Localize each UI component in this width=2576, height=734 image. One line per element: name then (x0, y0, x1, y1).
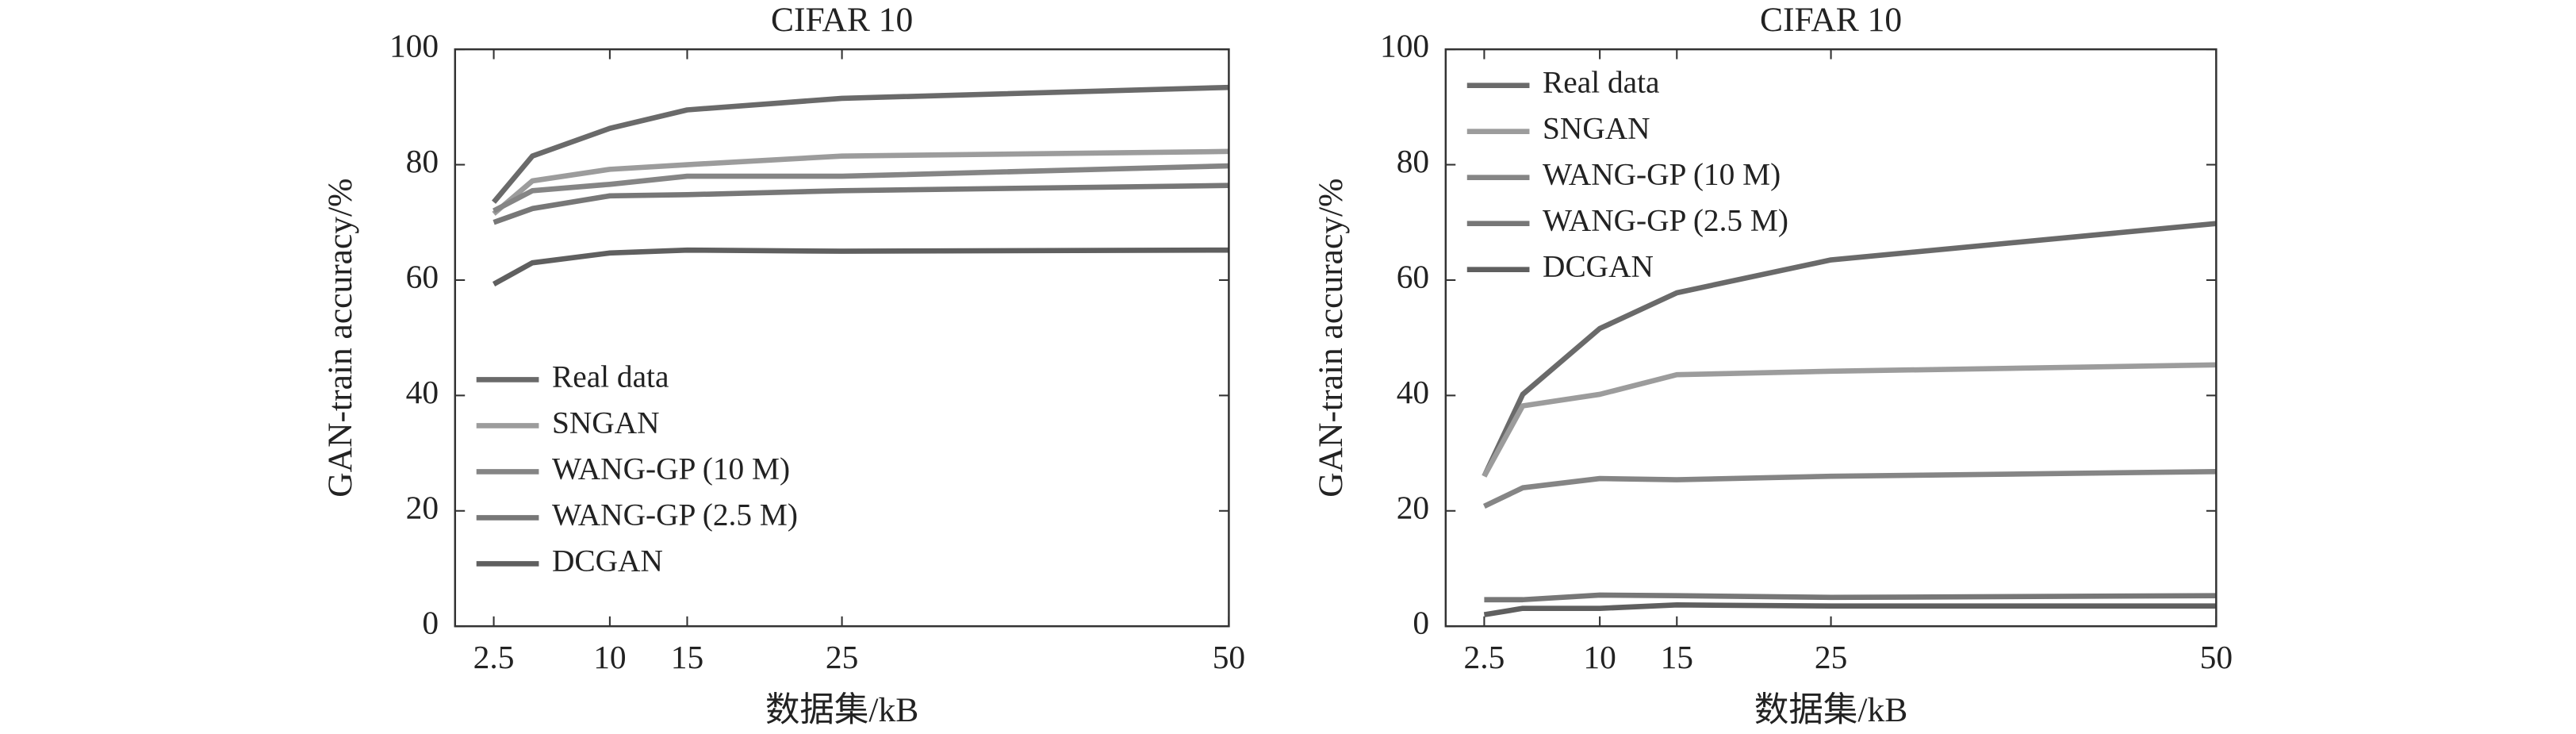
x-tick-label: 25 (826, 639, 858, 675)
x-tick-label: 50 (1213, 639, 1245, 675)
x-tick-label: 10 (1583, 639, 1616, 675)
y-tick-label: 60 (406, 258, 439, 294)
legend-label: WANG-GP (10 M) (1543, 157, 1781, 192)
y-axis-label: GAN-train accuracy/% (321, 179, 359, 498)
legend-label: DCGAN (1543, 249, 1654, 284)
series-line (1484, 592, 2217, 603)
x-axis-label: 数据集/kB (1754, 691, 1907, 729)
y-tick-label: 0 (1413, 605, 1429, 641)
x-axis-label: 数据集/kB (765, 691, 918, 729)
legend-label: Real data (552, 359, 669, 394)
y-tick-label: 40 (406, 374, 439, 410)
y-tick-label: 100 (1380, 28, 1429, 64)
legend-label: SNGAN (1543, 111, 1650, 146)
legend-label: WANG-GP (10 M) (552, 452, 790, 486)
y-tick-label: 20 (1397, 489, 1429, 525)
legend-label: SNGAN (552, 405, 660, 440)
y-tick-label: 40 (1397, 374, 1429, 410)
series-line (492, 148, 1229, 216)
series-line (493, 183, 1229, 225)
series-line (1482, 362, 2217, 478)
y-tick-label: 100 (389, 28, 439, 64)
plot-frame (1444, 48, 2218, 628)
y-tick-label: 60 (1397, 258, 1429, 294)
legend-label: Real data (1543, 65, 1659, 100)
x-tick-label: 15 (671, 639, 703, 675)
y-tick-label: 0 (422, 605, 439, 641)
series-line (1482, 221, 2217, 478)
chart-title: CIFAR 10 (1760, 1, 1902, 39)
y-tick-label: 80 (406, 143, 439, 179)
legend-label: WANG-GP (2.5 M) (552, 498, 798, 532)
chart-root: CIFAR 10 数据集/kB GAN-train accuracy/% 0 20 40 6… (321, 1, 2233, 729)
series-line (1482, 469, 2217, 509)
plot-frame (454, 48, 1230, 628)
x-tick-label: 10 (593, 639, 626, 675)
x-tick-label: 15 (1661, 639, 1693, 675)
series-line (1483, 601, 2217, 617)
y-axis-label: GAN-train accuracy/% (1312, 179, 1350, 498)
x-tick-label: 2.5 (473, 639, 515, 675)
x-tick-label: 25 (1815, 639, 1847, 675)
legend-label: WANG-GP (2.5 M) (1543, 203, 1788, 238)
chart-title: CIFAR 10 (771, 1, 913, 39)
series-line (492, 84, 1229, 204)
series-line (493, 163, 1229, 213)
x-tick-label: 50 (2200, 639, 2233, 675)
legend-label: DCGAN (552, 544, 663, 578)
x-tick-label: 2.5 (1464, 639, 1505, 675)
series-line (492, 247, 1229, 286)
y-tick-label: 80 (1397, 143, 1429, 179)
y-tick-label: 20 (406, 489, 439, 525)
